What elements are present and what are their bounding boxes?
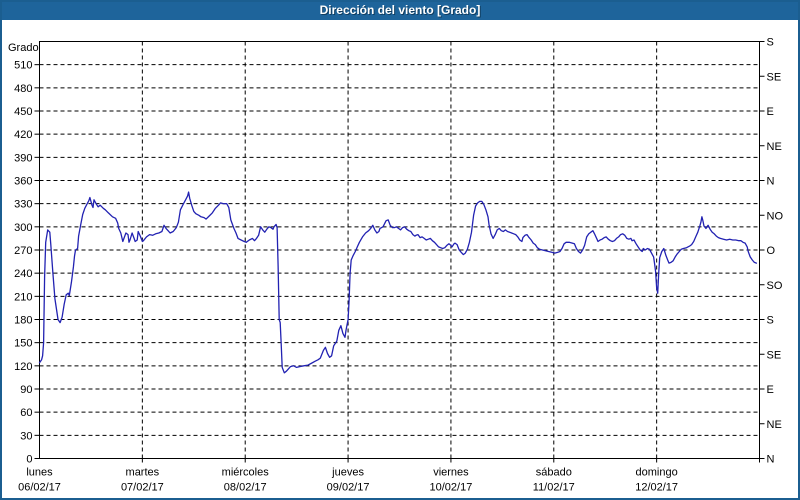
- date-label: 10/02/17: [430, 482, 473, 494]
- day-label: lunes: [26, 467, 53, 479]
- compass-label: SE: [767, 71, 782, 83]
- y-axis-unit-label: Grado: [8, 42, 39, 54]
- date-label: 08/02/17: [224, 482, 267, 494]
- compass-label: N: [767, 176, 775, 188]
- compass-label: S: [767, 315, 774, 327]
- y-axis-label: 150: [14, 338, 32, 350]
- y-axis-label: 90: [20, 384, 32, 396]
- compass-label: E: [767, 106, 774, 118]
- compass-label: NO: [767, 210, 784, 222]
- date-label: 12/02/17: [635, 482, 678, 494]
- y-axis-label: 510: [14, 60, 32, 72]
- compass-label: S: [767, 37, 774, 49]
- date-label: 06/02/17: [18, 482, 61, 494]
- y-axis-label: 210: [14, 291, 32, 303]
- compass-label: SE: [767, 349, 782, 361]
- y-axis-label: 420: [14, 129, 32, 141]
- y-axis-label: 0: [26, 454, 32, 466]
- window-title: Dirección del viento [Grado]: [319, 3, 481, 17]
- y-axis-label: 480: [14, 83, 32, 95]
- day-label: sábado: [536, 467, 572, 479]
- y-axis-label: 240: [14, 268, 32, 280]
- y-axis-label: 330: [14, 199, 32, 211]
- compass-label: NE: [767, 419, 782, 431]
- y-axis-label: 270: [14, 245, 32, 257]
- day-label: viernes: [433, 467, 469, 479]
- y-axis-label: 30: [20, 430, 32, 442]
- y-axis-label: 60: [20, 407, 32, 419]
- date-label: 07/02/17: [121, 482, 164, 494]
- wind-direction-line: [38, 191, 758, 374]
- y-axis-label: 120: [14, 361, 32, 373]
- compass-label: NE: [767, 141, 782, 153]
- y-axis-label: 360: [14, 176, 32, 188]
- day-label: miércoles: [222, 467, 270, 479]
- date-label: 09/02/17: [327, 482, 370, 494]
- window-titlebar: Dirección del viento [Grado]: [0, 0, 800, 20]
- y-axis-label: 300: [14, 222, 32, 234]
- day-label: domingo: [636, 467, 678, 479]
- compass-label: E: [767, 384, 774, 396]
- compass-label: SO: [767, 280, 783, 292]
- compass-label: N: [767, 454, 775, 466]
- date-label: 11/02/17: [533, 482, 575, 494]
- day-label: martes: [126, 467, 160, 479]
- compass-label: O: [767, 245, 776, 257]
- y-axis-label: 180: [14, 315, 32, 327]
- y-axis-label: 450: [14, 106, 32, 118]
- y-axis-label: 390: [14, 152, 32, 164]
- day-label: jueves: [331, 467, 364, 479]
